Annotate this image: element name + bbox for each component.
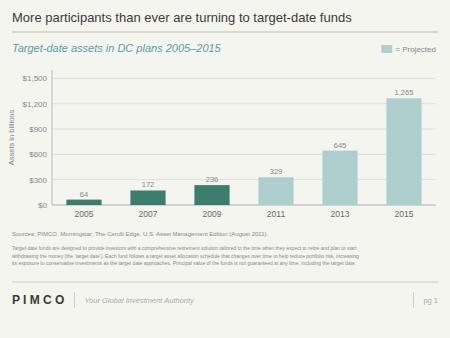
bars [66,98,421,205]
y-tick-label: $0 [38,201,47,210]
footnote-line: Target-date funds are designed to provid… [12,245,357,251]
y-tick-label: $1,500 [23,74,48,83]
bar [322,151,357,205]
background [0,0,450,338]
bar [66,200,101,205]
footnote-line: withdrawing the money (the ‘target date’… [12,253,359,259]
grid-line [52,103,436,104]
footer-rule [12,282,438,283]
bar [194,185,229,205]
y-tick-label: $900 [29,125,47,134]
grid-line [52,205,436,206]
grid-line [52,179,436,180]
legend-swatch [381,45,392,53]
title-rule [12,32,438,33]
y-axis-line [52,70,53,205]
grid-line [52,78,436,79]
data-label: 236 [206,175,219,184]
footer-separator [74,292,75,308]
footnote-line: its exposure to conservative investments… [12,260,356,266]
source: Sources: PIMCO, Morningstar, The Cerulli… [12,231,269,237]
x-tick-label: 2011 [267,209,286,219]
grid-line [52,129,436,130]
footnote: Target-date funds are designed to provid… [12,245,359,266]
bar [258,177,293,205]
data-label: 64 [80,190,88,199]
data-label: 645 [334,141,347,150]
title: More participants than ever are turning … [12,10,352,25]
x-tick-label: 2015 [395,209,414,219]
data-label: 1,265 [395,88,414,97]
subtitle: Target-date assets in DC plans 2005–2015 [12,42,222,54]
footer-logo: P I M C O [12,293,64,307]
y-tick-label: $300 [29,176,47,185]
bar [130,190,165,205]
x-tick-label: 2005 [75,209,94,219]
x-tick-label: 2013 [331,209,350,219]
data-label: 329 [270,167,283,176]
chart: More participants than ever are turning … [0,0,450,338]
y-axis-label: Assets in billions [7,110,16,166]
legend: = Projected [381,45,436,54]
x-axis-line [52,205,436,206]
data-label: 172 [142,180,155,189]
footer-separator [413,292,414,308]
x-tick-label: 2009 [203,209,222,219]
legend-label: = Projected [395,45,436,54]
footer-tagline: Your Global Investment Authority [84,296,195,305]
footer-page: pg 1 [423,296,438,305]
y-tick-label: $600 [29,150,47,159]
y-tick-label: $1,200 [23,100,48,109]
grid-line [52,154,436,155]
bar [386,98,421,205]
x-tick-label: 2007 [139,209,158,219]
